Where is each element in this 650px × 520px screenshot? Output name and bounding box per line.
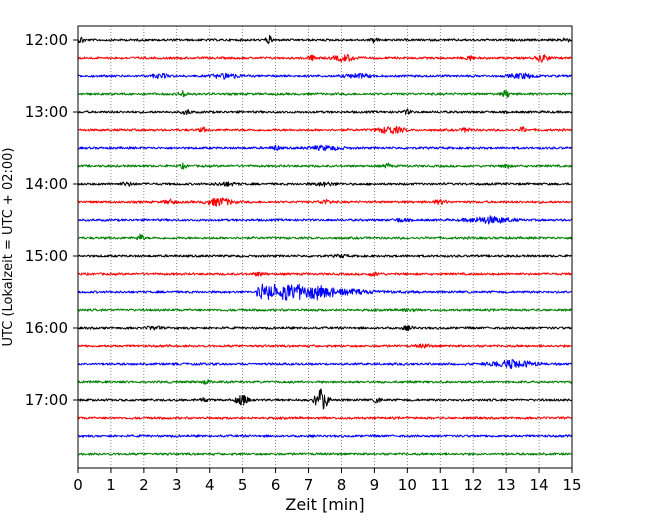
y-tick-label: 17:00 [25, 391, 68, 409]
trace-row [77, 388, 573, 410]
trace-row [77, 197, 573, 207]
trace-row [77, 125, 573, 135]
y-tick-label: 15:00 [25, 247, 68, 265]
trace-row [77, 343, 573, 349]
x-tick-label: 12 [464, 476, 483, 494]
x-tick-label: 4 [205, 476, 215, 494]
trace-row [77, 215, 573, 225]
trace-row [77, 72, 573, 80]
trace-row [77, 34, 573, 45]
plot-frame [77, 25, 573, 469]
x-tick-label: 0 [73, 476, 83, 494]
trace-row [77, 162, 573, 170]
x-tick-label: 13 [497, 476, 516, 494]
trace-row [77, 283, 573, 301]
x-tick-label: 2 [139, 476, 149, 494]
x-tick-label: 7 [304, 476, 314, 494]
x-tick-label: 15 [562, 476, 581, 494]
trace-row [77, 325, 573, 332]
trace-row [77, 271, 573, 277]
trace-row [77, 233, 573, 241]
trace-row [77, 379, 573, 385]
y-tick-label: 12:00 [25, 31, 68, 49]
y-tick-label: 13:00 [25, 103, 68, 121]
traces [77, 34, 573, 456]
y-tick-label: 16:00 [25, 319, 68, 337]
trace-row [77, 108, 573, 116]
x-axis-label: Zeit [min] [285, 495, 364, 514]
trace-row [77, 54, 573, 63]
trace-row [77, 181, 573, 188]
trace-row [77, 416, 573, 420]
x-tick-label: 3 [172, 476, 182, 494]
x-tick-label: 9 [370, 476, 380, 494]
x-tick-label: 8 [337, 476, 347, 494]
x-tick-label: 11 [431, 476, 450, 494]
x-tick-label: 1 [106, 476, 116, 494]
trace-row [77, 89, 573, 99]
trace-row [77, 452, 573, 456]
x-tick-label: 10 [398, 476, 417, 494]
x-axis: 0 1 2 3 4 5 6 7 8 9 10 11 12 13 14 15 [73, 468, 582, 494]
trace-row [77, 308, 573, 313]
y-tick-label: 14:00 [25, 175, 68, 193]
trace-row [77, 359, 573, 369]
x-tick-label: 6 [271, 476, 281, 494]
trace-row [77, 253, 573, 259]
y-axis-label: UTC (Lokalzeit = UTC + 02:00) [1, 148, 16, 347]
x-tick-label: 14 [530, 476, 549, 494]
trace-row [77, 434, 573, 438]
y-axis: 12:00 13:00 14:00 15:00 16:00 17:00 [25, 31, 78, 409]
trace-row [77, 144, 573, 152]
x-tick-label: 5 [238, 476, 248, 494]
